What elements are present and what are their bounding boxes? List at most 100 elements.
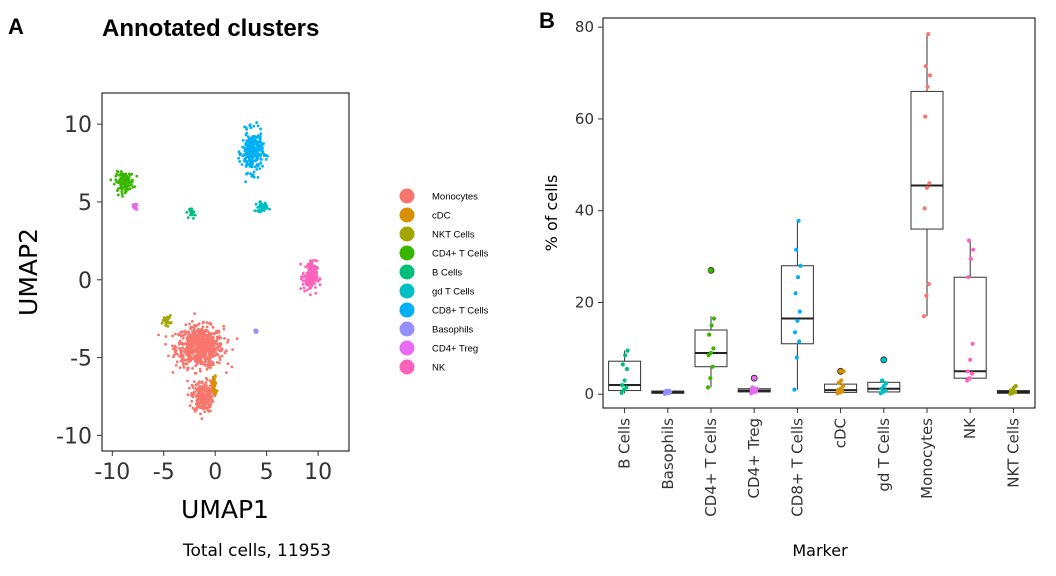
umap-point: [230, 365, 234, 369]
umap-point: [226, 340, 229, 344]
umap-x-tick-label: -5: [153, 460, 175, 485]
boxplot-point: [708, 376, 713, 381]
legend-label: B Cells: [432, 268, 462, 279]
umap-point: [231, 348, 235, 351]
boxplot-point: [705, 385, 711, 390]
umap-point: [206, 339, 210, 343]
umap-x-tick-label: -10: [94, 460, 130, 485]
boxplot-x-tick-label: Basophils: [659, 418, 677, 490]
umap-point: [249, 172, 252, 176]
boxplot-point: [965, 369, 970, 374]
umap-points: [109, 121, 322, 421]
boxplot-point: [881, 383, 886, 389]
umap-point: [120, 192, 124, 196]
umap-point: [251, 135, 255, 138]
boxplot-point: [883, 388, 888, 393]
umap-point: [262, 142, 265, 146]
umap-point: [186, 338, 190, 342]
boxplot-point: [884, 381, 889, 386]
umap-point: [203, 360, 207, 364]
umap-point: [198, 367, 202, 371]
umap-point: [203, 340, 207, 343]
boxplot-marks: [608, 31, 1030, 396]
umap-point: [248, 162, 252, 166]
umap-point: [207, 350, 211, 354]
umap-point: [201, 343, 205, 346]
boxplot-point: [792, 330, 798, 335]
umap-point: [201, 353, 205, 357]
umap-point: [309, 278, 313, 282]
umap-point: [208, 393, 211, 397]
umap-x-tick-label: 5: [260, 460, 274, 485]
boxplot-point: [796, 218, 801, 223]
legend-label: NKT Cells: [432, 230, 475, 241]
boxplot-point: [927, 73, 933, 78]
boxplot-group-basophils: [651, 388, 685, 396]
umap-point: [190, 391, 194, 395]
umap-point: [164, 335, 168, 338]
umap-point: [314, 291, 318, 295]
umap-point: [205, 336, 209, 340]
boxplot-point: [967, 376, 972, 381]
umap-point: [194, 402, 198, 406]
boxplot-point: [839, 378, 844, 383]
boxplot-point: [840, 383, 846, 389]
umap-point: [302, 286, 306, 290]
umap-point: [313, 286, 317, 289]
umap-point: [260, 144, 264, 148]
umap-x-axis-label: UMAP1: [181, 495, 269, 524]
umap-plot: -10 -5 0 5 10 10 5 0 -5 -10: [56, 92, 350, 485]
umap-point: [195, 347, 199, 351]
umap-point: [305, 288, 309, 292]
umap-cluster-cdc: [210, 374, 219, 396]
boxplot-x-tick-label: CD4+ T Cells: [702, 418, 720, 517]
boxplot-group-cdc: [824, 367, 858, 396]
boxplot-group-gd-t-cells: [867, 356, 901, 396]
umap-point: [178, 366, 182, 370]
umap-point: [219, 342, 223, 346]
umap-point: [302, 275, 305, 279]
umap-point: [122, 185, 126, 189]
umap-point: [181, 336, 185, 340]
legend-key: [399, 340, 415, 356]
umap-point: [121, 177, 124, 181]
umap-point: [244, 143, 248, 147]
umap-point: [303, 289, 306, 293]
umap-point: [184, 323, 188, 327]
boxplot-point: [841, 369, 846, 374]
umap-point: [255, 156, 258, 159]
umap-point: [202, 336, 206, 340]
umap-point: [205, 367, 209, 371]
umap-x-tick-label: 10: [304, 460, 332, 485]
boxplot: 0 20 40 60 80 B Cells Basophils CD4+ T Cells CD4…: [575, 17, 1036, 517]
legend-label: cDC: [432, 211, 451, 222]
boxplot-point: [707, 268, 712, 273]
umap-point: [115, 180, 119, 184]
boxplot-axes: 0 20 40 60 80 B Cells Basophils CD4+ T Cells CD4…: [575, 18, 1022, 517]
umap-point: [255, 121, 259, 125]
umap-point: [256, 176, 260, 179]
umap-point: [210, 395, 214, 399]
umap-point: [310, 282, 313, 286]
umap-point: [198, 351, 202, 354]
boxplot-group-monocytes: [910, 31, 944, 319]
umap-point: [223, 351, 227, 355]
umap-point: [183, 358, 187, 362]
umap-point: [211, 348, 215, 352]
boxplot-point: [752, 376, 757, 381]
umap-point: [256, 206, 260, 209]
boxplot-point: [882, 357, 887, 362]
umap-y-tick-label: 10: [64, 113, 92, 138]
boxplot-point: [709, 323, 714, 328]
boxplot-x-tick-label: cDC: [832, 418, 850, 448]
boxplot-point: [925, 84, 930, 89]
umap-point: [189, 213, 193, 217]
umap-point: [197, 356, 200, 359]
umap-point: [191, 337, 195, 341]
boxplot-point: [795, 275, 801, 280]
umap-point: [182, 363, 185, 367]
umap-point: [306, 279, 309, 283]
umap-point: [135, 174, 139, 178]
umap-point: [311, 274, 314, 278]
umap-point: [261, 150, 265, 154]
